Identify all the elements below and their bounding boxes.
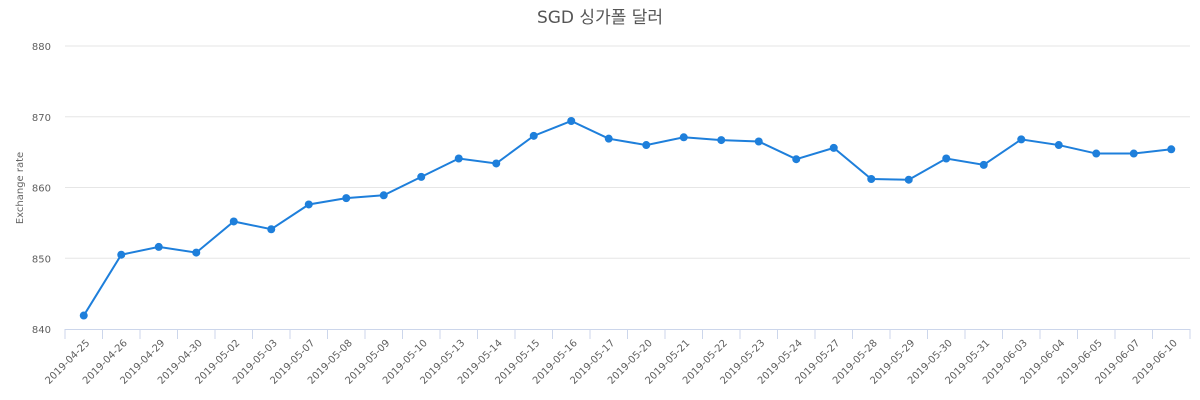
data-point[interactable] xyxy=(454,154,463,163)
data-point[interactable] xyxy=(942,154,951,163)
data-point[interactable] xyxy=(904,175,913,184)
data-point[interactable] xyxy=(192,248,201,257)
x-axis-ticks: 2019-04-252019-04-262019-04-292019-04-30… xyxy=(43,329,1191,387)
data-point[interactable] xyxy=(642,141,651,150)
y-axis-label: Exchange rate xyxy=(15,152,26,224)
y-axis-ticks: 840 850 860 870 880 xyxy=(32,42,51,336)
data-point[interactable] xyxy=(492,159,501,168)
y-tick-label: 840 xyxy=(32,325,51,336)
data-point[interactable] xyxy=(1167,145,1176,154)
data-point[interactable] xyxy=(229,217,238,226)
data-point[interactable] xyxy=(717,136,726,145)
data-points xyxy=(79,116,1176,320)
data-point[interactable] xyxy=(1092,149,1101,158)
data-point[interactable] xyxy=(117,250,126,259)
data-point[interactable] xyxy=(304,200,313,209)
data-point[interactable] xyxy=(529,131,538,140)
data-point[interactable] xyxy=(1054,141,1063,150)
data-point[interactable] xyxy=(154,242,163,251)
data-point[interactable] xyxy=(792,155,801,164)
data-point[interactable] xyxy=(604,134,613,143)
data-point[interactable] xyxy=(342,194,351,203)
data-point[interactable] xyxy=(79,311,88,320)
data-point[interactable] xyxy=(754,137,763,146)
data-point[interactable] xyxy=(1129,149,1138,158)
y-tick-label: 850 xyxy=(32,254,51,265)
data-point[interactable] xyxy=(1017,135,1026,144)
data-point[interactable] xyxy=(417,172,426,181)
data-point[interactable] xyxy=(567,116,576,125)
y-tick-label: 860 xyxy=(32,184,51,195)
data-point[interactable] xyxy=(867,175,876,184)
grid-lines xyxy=(65,45,1190,259)
data-point[interactable] xyxy=(829,143,838,152)
y-tick-label: 880 xyxy=(32,42,51,53)
data-point[interactable] xyxy=(267,225,276,234)
chart-title: SGD 싱가폴 달러 xyxy=(537,8,663,28)
y-tick-label: 870 xyxy=(32,113,51,124)
data-point[interactable] xyxy=(379,191,388,200)
data-point[interactable] xyxy=(979,160,988,169)
data-point[interactable] xyxy=(679,133,688,142)
series-line xyxy=(82,119,1172,317)
